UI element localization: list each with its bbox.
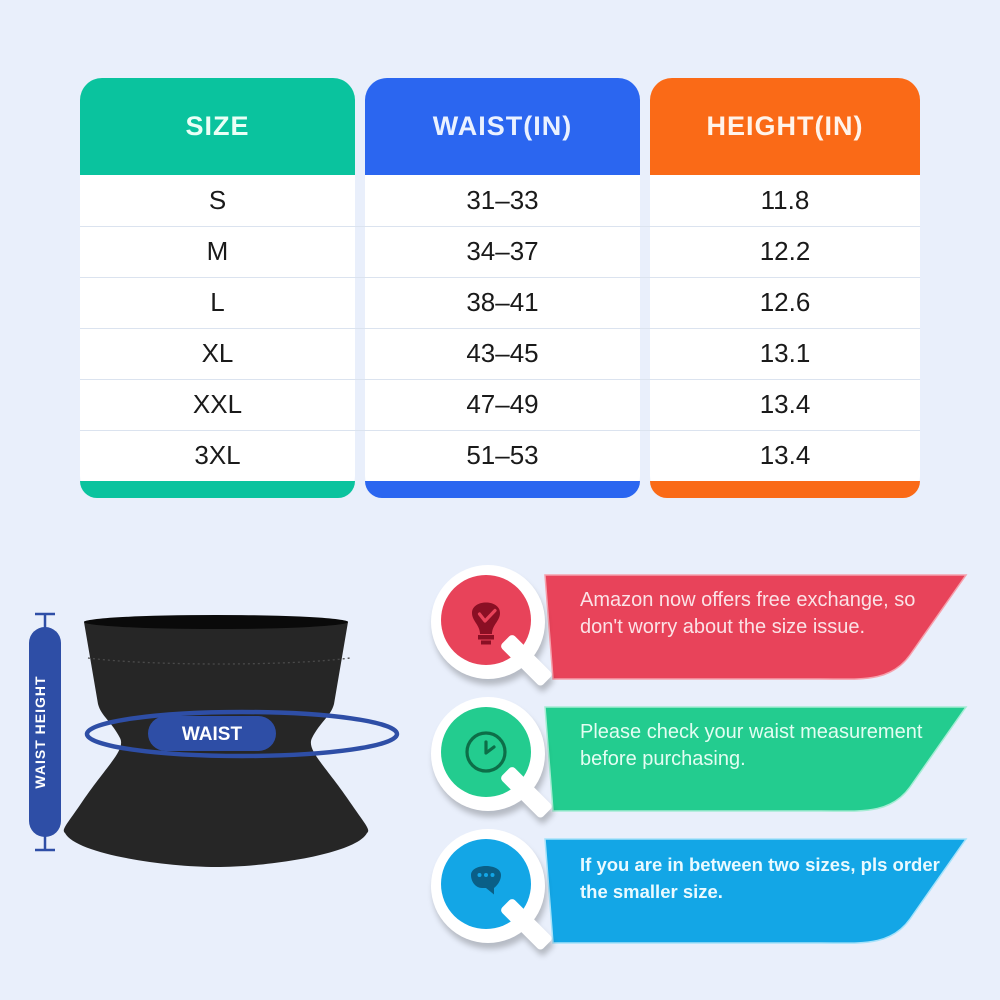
- svg-text:WAIST HEIGHT: WAIST HEIGHT: [32, 675, 48, 788]
- svg-text:WAIST: WAIST: [182, 724, 243, 745]
